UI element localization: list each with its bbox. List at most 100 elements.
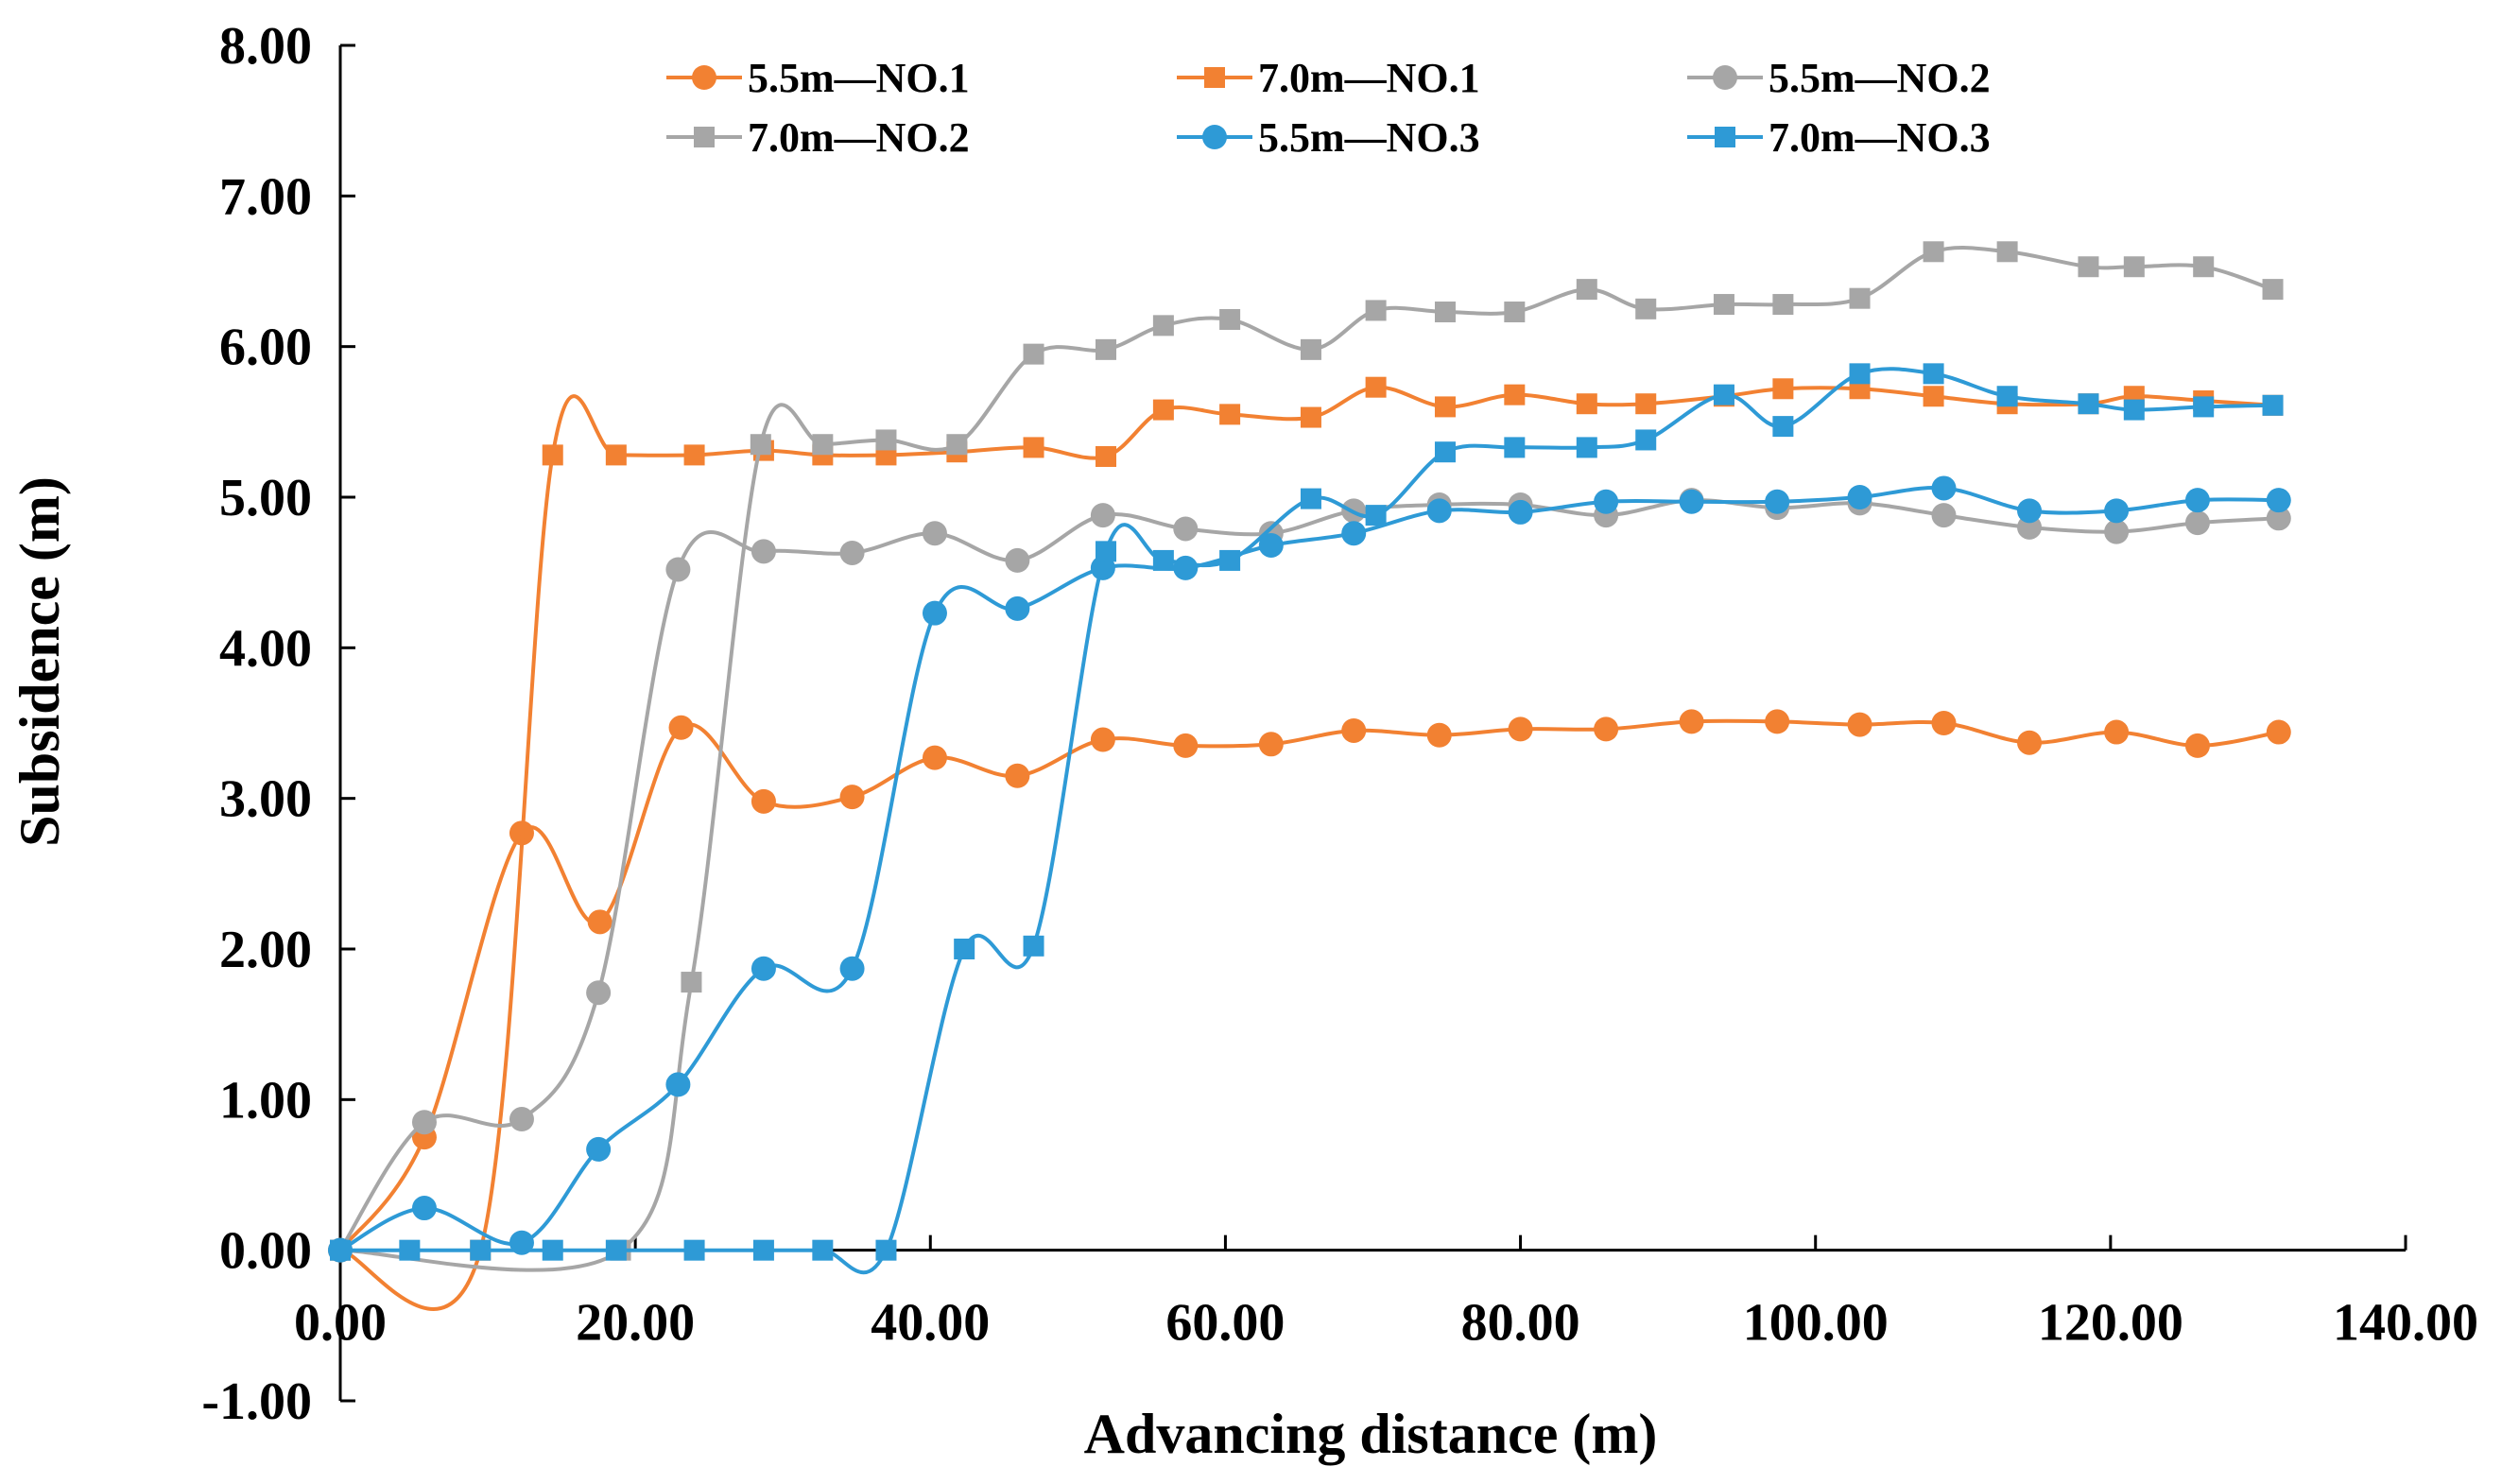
- series-line: [340, 367, 2273, 1275]
- data-point: [1434, 302, 1456, 323]
- data-point: [2104, 719, 2130, 745]
- data-point: [812, 1239, 834, 1261]
- data-point: [839, 956, 865, 981]
- data-point: [681, 972, 702, 993]
- y-tick-label: -1.00: [201, 1372, 312, 1431]
- data-point: [1005, 547, 1030, 573]
- y-tick-label: 7.00: [219, 167, 312, 226]
- data-point: [1996, 241, 2018, 263]
- legend-marker: [692, 65, 716, 90]
- data-point: [875, 1239, 897, 1261]
- data-point: [542, 1239, 563, 1261]
- x-tick-label: 80.00: [1461, 1294, 1580, 1353]
- data-point: [509, 1107, 534, 1132]
- data-point: [586, 1136, 612, 1162]
- legend-item-2: 7.0m—NO.1: [1177, 55, 1480, 101]
- data-point: [1923, 386, 1944, 407]
- data-point: [2104, 519, 2130, 544]
- data-point: [1504, 302, 1526, 323]
- data-point: [1152, 549, 1174, 571]
- axes-layer: -1.00 0.00 1.00 2.00 3.00 4.00 5.00 6.00 7.00 8.0…: [201, 17, 2478, 1431]
- data-point: [1023, 935, 1044, 957]
- x-tick-label: 60.00: [1165, 1294, 1285, 1353]
- legend-item-1: 5.5m—NO.1: [666, 55, 970, 101]
- data-point: [750, 434, 771, 456]
- data-point: [1576, 393, 1597, 415]
- data-point: [1300, 488, 1321, 509]
- data-point: [1090, 727, 1115, 752]
- data-point: [1173, 516, 1199, 542]
- data-point: [1931, 475, 1957, 501]
- data-point: [1152, 399, 1174, 421]
- data-point: [1849, 287, 1871, 309]
- data-point: [1300, 406, 1321, 428]
- data-point: [1576, 437, 1597, 458]
- data-point: [1847, 712, 1872, 737]
- x-tick-label: 40.00: [871, 1294, 990, 1353]
- data-point: [411, 1196, 437, 1221]
- data-point: [2184, 488, 2210, 513]
- data-point: [1931, 503, 1957, 528]
- data-point: [1365, 300, 1387, 321]
- legend-marker: [1713, 65, 1737, 90]
- data-point: [751, 539, 776, 564]
- data-point: [1090, 503, 1115, 528]
- series-4: [330, 241, 2284, 1272]
- data-point: [2193, 396, 2215, 418]
- y-tick-label: 6.00: [219, 319, 312, 377]
- y-tick-label: 4.00: [219, 619, 312, 678]
- data-point: [1923, 241, 1944, 263]
- data-point: [1772, 378, 1794, 400]
- data-point: [668, 715, 694, 740]
- data-point: [1679, 489, 1704, 514]
- data-point: [2123, 399, 2145, 421]
- data-point: [1434, 396, 1456, 418]
- data-point: [812, 434, 834, 456]
- data-point: [586, 980, 612, 1006]
- y-tick-label: 8.00: [219, 17, 312, 76]
- data-point: [1594, 716, 1619, 742]
- data-point: [1635, 393, 1657, 415]
- data-point: [1219, 404, 1241, 425]
- data-point: [1504, 437, 1526, 458]
- data-point: [542, 444, 563, 466]
- data-point: [2262, 279, 2284, 301]
- data-point: [1426, 722, 1452, 748]
- data-point: [2193, 256, 2215, 278]
- data-point: [1772, 416, 1794, 438]
- data-point: [2266, 488, 2291, 513]
- data-point: [1504, 384, 1526, 406]
- data-point: [1765, 489, 1790, 514]
- legend-label: 5.5m—NO.2: [1769, 55, 1991, 101]
- y-tick-label: 0.00: [219, 1222, 312, 1281]
- legend-marker: [1204, 67, 1225, 88]
- data-point: [1772, 294, 1794, 316]
- data-point: [1173, 555, 1199, 580]
- data-point: [587, 909, 613, 935]
- legend-item-3: 5.5m—NO.2: [1687, 55, 1991, 101]
- y-axis-title: Subsidence (m): [9, 476, 71, 847]
- data-point: [1258, 532, 1284, 558]
- data-point: [1023, 343, 1044, 365]
- data-point: [1635, 429, 1657, 451]
- data-point: [1219, 308, 1241, 330]
- x-tick-label: 20.00: [576, 1294, 695, 1353]
- x-tick-label: 120.00: [2038, 1294, 2183, 1353]
- legend-label: 7.0m—NO.2: [748, 114, 970, 161]
- data-point: [922, 521, 947, 546]
- data-point: [683, 444, 705, 466]
- data-point: [1923, 363, 1944, 385]
- data-point: [330, 1239, 351, 1261]
- data-point: [1594, 489, 1619, 514]
- data-point: [1713, 294, 1734, 316]
- series-layer: [328, 241, 2291, 1311]
- legend-label: 5.5m—NO.1: [748, 55, 970, 101]
- data-point: [665, 557, 691, 582]
- data-point: [1508, 716, 1533, 742]
- data-point: [605, 1239, 627, 1261]
- data-point: [1173, 733, 1199, 758]
- data-point: [2266, 719, 2291, 745]
- legend-label: 7.0m—NO.1: [1258, 55, 1480, 101]
